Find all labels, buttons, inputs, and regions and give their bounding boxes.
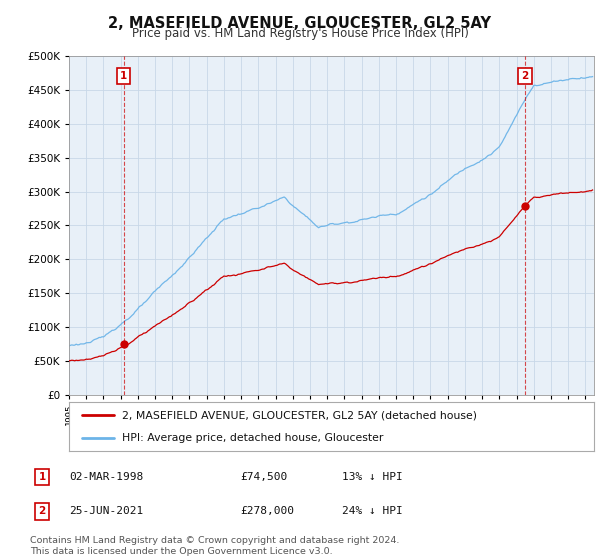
Text: £74,500: £74,500	[240, 472, 287, 482]
Text: £278,000: £278,000	[240, 506, 294, 516]
Text: 1: 1	[120, 71, 127, 81]
Text: 1: 1	[38, 472, 46, 482]
Text: Contains HM Land Registry data © Crown copyright and database right 2024.
This d: Contains HM Land Registry data © Crown c…	[30, 536, 400, 556]
Text: 25-JUN-2021: 25-JUN-2021	[69, 506, 143, 516]
Text: 2, MASEFIELD AVENUE, GLOUCESTER, GL2 5AY (detached house): 2, MASEFIELD AVENUE, GLOUCESTER, GL2 5AY…	[121, 410, 476, 421]
Text: 02-MAR-1998: 02-MAR-1998	[69, 472, 143, 482]
Text: 24% ↓ HPI: 24% ↓ HPI	[342, 506, 403, 516]
Text: 2, MASEFIELD AVENUE, GLOUCESTER, GL2 5AY: 2, MASEFIELD AVENUE, GLOUCESTER, GL2 5AY	[109, 16, 491, 31]
Text: Price paid vs. HM Land Registry's House Price Index (HPI): Price paid vs. HM Land Registry's House …	[131, 27, 469, 40]
Text: 2: 2	[38, 506, 46, 516]
Text: HPI: Average price, detached house, Gloucester: HPI: Average price, detached house, Glou…	[121, 433, 383, 443]
Text: 2: 2	[521, 71, 529, 81]
Text: 13% ↓ HPI: 13% ↓ HPI	[342, 472, 403, 482]
